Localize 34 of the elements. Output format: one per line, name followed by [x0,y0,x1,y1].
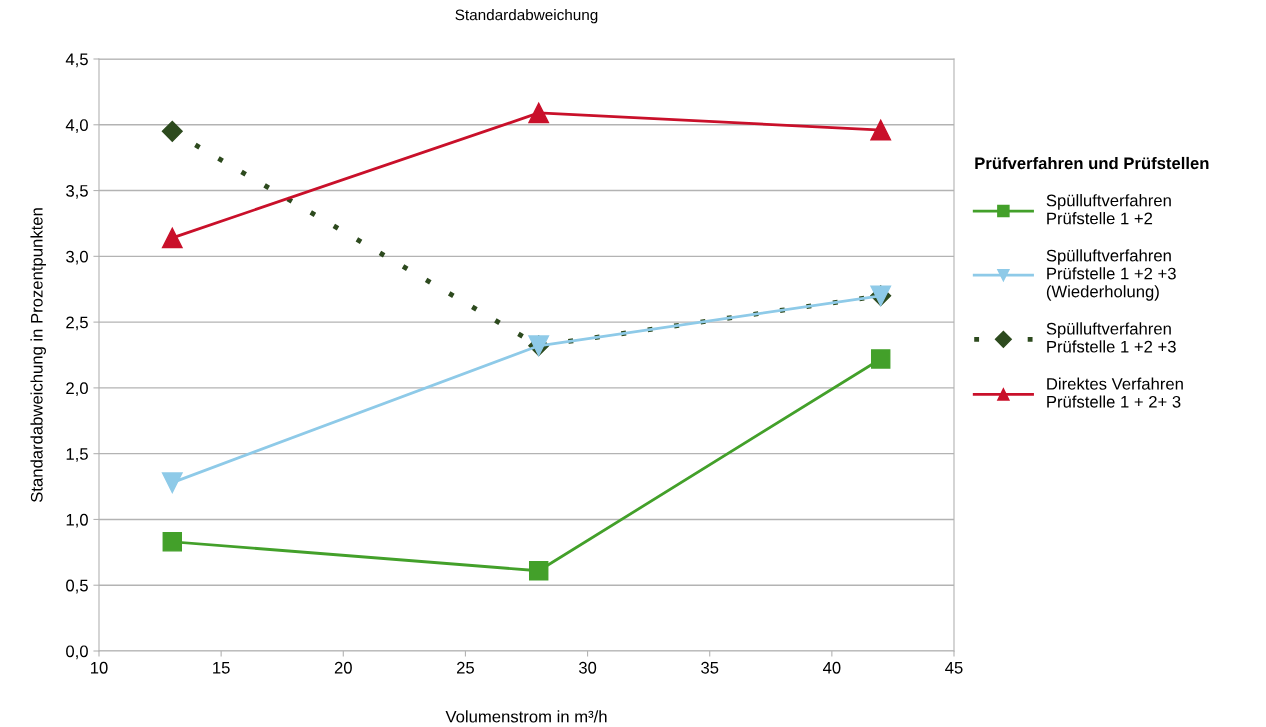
y-tick-label: 4,0 [65,119,88,133]
point [161,120,183,142]
y-axis-title: Standardabweichung in Prozentpunkten [30,208,46,503]
point [162,532,183,552]
x-tick-label: 40 [822,661,841,674]
point [528,561,549,581]
x-tick-label: 45 [945,662,963,674]
legend-label: Spülluftverfahren Prüfstelle 1 +2 +3 (Wiederholung) [1046,249,1176,301]
point [161,472,183,494]
x-axis-title: Volumenstrom in m³/h [445,710,607,723]
point [528,102,550,124]
legend-label: Spülluftverfahren Prüfstelle 1 +2 [1046,194,1171,225]
x-tick-label: 30 [578,661,597,674]
x-tick-label: 35 [701,661,719,674]
y-tick-label: 3,0 [66,250,88,265]
point [161,227,183,249]
y-tick-label: 1,0 [66,513,88,528]
x-tick-label: 20 [334,661,352,674]
y-tick-label: 1,5 [66,448,88,462]
x-tick-label: 10 [91,661,108,674]
legend-title: Prüfverfahren und Prüfstellen [975,156,1209,170]
chart-title: Standardabweichung [455,9,598,24]
legend-label: Spülluftverfahren Prüfstelle 1 +2 +3 [1046,322,1176,353]
y-tick-label: 0,5 [66,579,88,594]
y-tick-label: 2,5 [66,316,88,331]
x-tick-label: 25 [457,661,474,674]
point [870,119,892,141]
y-tick-label: 3,5 [66,184,88,199]
y-tick-label: 2,0 [66,382,88,397]
point [870,349,891,369]
legend-label: Direktes Verfahren Prüfstelle 1 + 2+ 3 [1047,377,1183,408]
y-tick-label: 0,0 [66,645,88,660]
x-tick-label: 15 [213,662,230,674]
y-tick-label: 4,5 [65,53,88,68]
